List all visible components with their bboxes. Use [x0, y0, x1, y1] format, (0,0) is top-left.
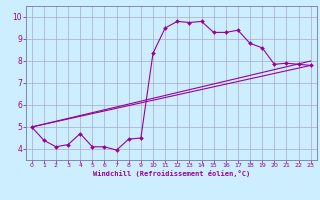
X-axis label: Windchill (Refroidissement éolien,°C): Windchill (Refroidissement éolien,°C)	[92, 170, 250, 177]
